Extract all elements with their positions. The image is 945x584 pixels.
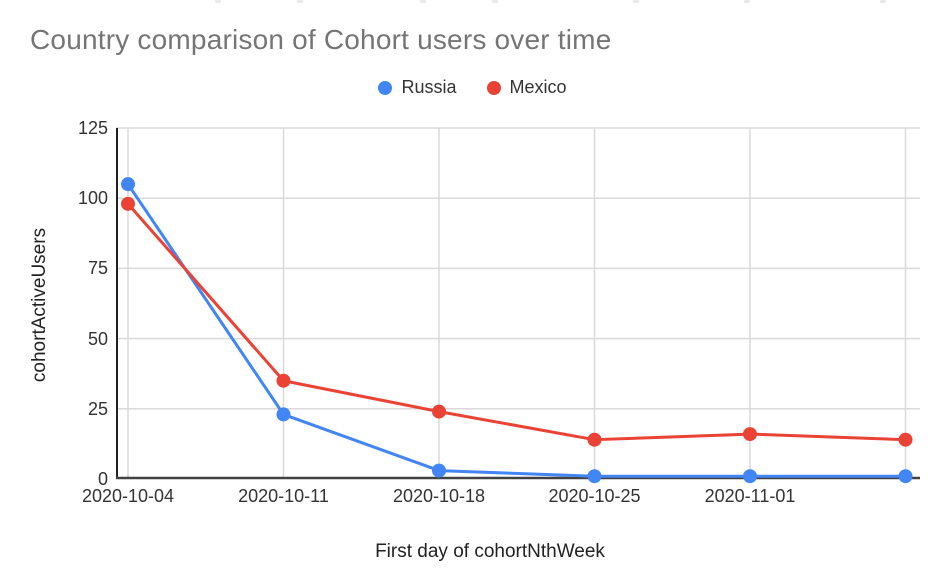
data-point-russia-1[interactable] — [276, 407, 291, 422]
data-point-mexico-2[interactable] — [432, 404, 446, 419]
top-edge-artifact — [420, 0, 426, 3]
data-point-mexico-1[interactable] — [276, 373, 291, 388]
data-point-mexico-5[interactable] — [898, 432, 913, 447]
top-edge-artifact — [633, 0, 639, 3]
data-point-russia-0[interactable] — [121, 177, 135, 192]
y-tick-label: 75 — [87, 258, 108, 279]
data-point-mexico-0[interactable] — [121, 196, 135, 211]
data-point-russia-4[interactable] — [743, 469, 757, 484]
legend-label: Mexico — [509, 77, 567, 97]
data-point-russia-2[interactable] — [432, 463, 446, 478]
top-edge-artifact — [880, 0, 886, 3]
y-tick-label: 0 — [97, 469, 108, 489]
y-axis-title: cohortActiveUsers — [29, 227, 50, 383]
top-edge-artifact — [297, 0, 303, 3]
x-tick-label: 2020-10-11 — [238, 486, 329, 506]
top-edge-artifact — [492, 0, 498, 3]
legend-label: Russia — [401, 77, 457, 97]
y-tick-label: 25 — [87, 398, 108, 419]
x-tick-label: 2020-11-01 — [704, 486, 796, 506]
data-point-russia-3[interactable] — [587, 469, 602, 484]
chart-title: Country comparison of Cohort users over … — [30, 24, 612, 55]
x-tick-label: 2020-10-18 — [392, 486, 486, 506]
y-tick-label: 125 — [77, 118, 108, 138]
data-point-mexico-3[interactable] — [587, 432, 602, 447]
series-line-mexico — [126, 202, 906, 442]
line-chart-plot-area[interactable] — [116, 127, 920, 484]
chart-legend[interactable]: Russia Mexico — [0, 77, 945, 98]
legend-dot-mexico — [486, 80, 501, 95]
x-tick-label: 2020-10-25 — [548, 486, 641, 506]
legend-item-russia[interactable]: Russia — [378, 77, 457, 98]
data-point-russia-5[interactable] — [898, 469, 913, 484]
x-axis-title: First day of cohortNthWeek — [375, 541, 605, 562]
x-tick-label: 2020-10-04 — [81, 486, 175, 506]
data-point-mexico-4[interactable] — [743, 427, 757, 442]
legend-item-mexico[interactable]: Mexico — [486, 77, 567, 98]
legend-dot-russia — [378, 80, 393, 95]
top-edge-artifact — [215, 0, 221, 3]
y-tick-label: 50 — [87, 328, 108, 349]
y-tick-label: 100 — [77, 188, 108, 209]
series-line-russia — [126, 183, 906, 478]
top-edge-artifact — [744, 0, 750, 3]
